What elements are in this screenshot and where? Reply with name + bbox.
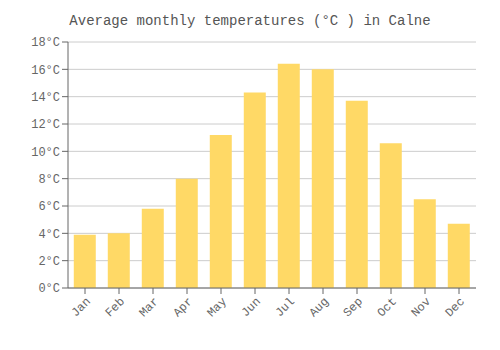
svg-text:Feb: Feb [103, 295, 128, 320]
html-text:Average monthly temperatures (: Average monthly temperatures (°C ) in Ca… [69, 13, 431, 29]
svg-text:10°C: 10°C [31, 146, 60, 160]
svg-text:16°C: 16°C [31, 64, 60, 78]
svg-text:Oct: Oct [375, 295, 400, 320]
svg-text:12°C: 12°C [31, 118, 60, 132]
svg-text:Jul: Jul [273, 295, 298, 320]
svg-text:May: May [205, 295, 230, 320]
svg-text:8°C: 8°C [38, 173, 60, 187]
svg-text:Sep: Sep [341, 295, 366, 320]
svg-text:18°C: 18°C [31, 36, 60, 50]
svg-text:2°C: 2°C [38, 255, 60, 269]
svg-text:Apr: Apr [171, 295, 196, 320]
svg-text:Dec: Dec [443, 295, 468, 320]
svg-text:Nov: Nov [409, 295, 434, 320]
svg-text:Jun: Jun [239, 295, 264, 320]
svg-text:Aug: Aug [307, 295, 332, 320]
svg-text:6°C: 6°C [38, 200, 60, 214]
svg-text:0°C: 0°C [38, 282, 60, 296]
svg-text:Jan: Jan [69, 295, 94, 320]
svg-text:4°C: 4°C [38, 228, 60, 242]
svg-text:Mar: Mar [137, 295, 162, 320]
svg-text:14°C: 14°C [31, 91, 60, 105]
